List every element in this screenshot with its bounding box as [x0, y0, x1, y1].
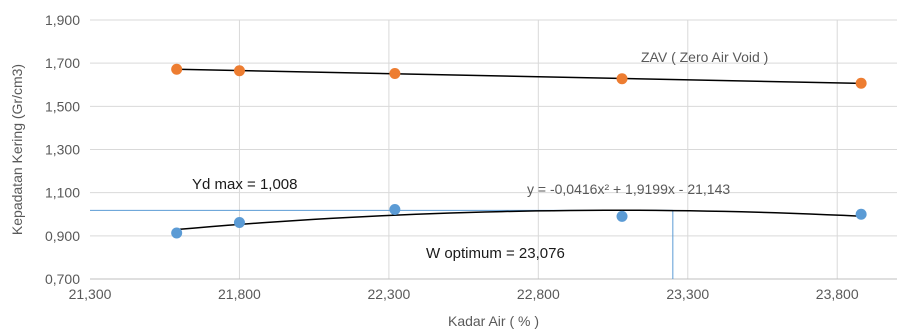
- data-point-series-2: [616, 210, 628, 222]
- trendlines: [176, 68, 862, 231]
- trendline-equation: y = -0,0416x² + 1,9199x - 21,143: [527, 181, 730, 197]
- x-tick-labels: 21,300 21,800 22,300 22,800 23,300 23,800: [69, 286, 859, 302]
- data-point-series-1: [616, 73, 628, 85]
- data-point-series-2: [855, 208, 867, 220]
- data-points: [171, 63, 867, 239]
- data-point-series-1: [233, 65, 245, 77]
- y-tick-label: 1,500: [45, 98, 80, 114]
- x-axis-title: Kadar Air ( % ): [448, 313, 539, 329]
- y-tick-label: 0,700: [45, 271, 80, 287]
- grid-lines: [90, 19, 897, 280]
- data-point-series-1: [389, 68, 401, 80]
- trendline-series-1: [176, 68, 862, 85]
- reference-lines: [90, 209, 674, 279]
- x-tick-label: 22,300: [367, 286, 410, 302]
- x-tick-label: 22,800: [517, 286, 560, 302]
- data-point-series-1: [171, 63, 183, 75]
- y-tick-label: 1,700: [45, 55, 80, 71]
- x-tick-label: 21,800: [218, 286, 261, 302]
- y-tick-label: 1,100: [45, 185, 80, 201]
- y-axis-title: Kepadatan Kering (Gr/cm3): [9, 64, 25, 235]
- data-point-series-1: [855, 77, 867, 89]
- data-point-series-2: [389, 204, 401, 216]
- yd-max-annotation: Yd max = 1,008: [192, 176, 297, 193]
- data-point-series-2: [233, 216, 245, 228]
- data-point-series-2: [171, 227, 183, 239]
- y-tick-label: 1,300: [45, 142, 80, 158]
- y-tick-label: 0,900: [45, 228, 80, 244]
- x-tick-label: 23,300: [666, 286, 709, 302]
- w-optimum-annotation: W optimum = 23,076: [426, 245, 565, 262]
- x-tick-label: 21,300: [69, 286, 112, 302]
- trendline-series-2: [176, 209, 862, 231]
- x-tick-label: 23,800: [816, 286, 859, 302]
- zav-series-label: ZAV ( Zero Air Void ): [641, 49, 768, 65]
- y-tick-label: 1,900: [45, 12, 80, 28]
- y-tick-labels: 0,700 0,900 1,100 1,300 1,500 1,700 1,900: [45, 12, 80, 287]
